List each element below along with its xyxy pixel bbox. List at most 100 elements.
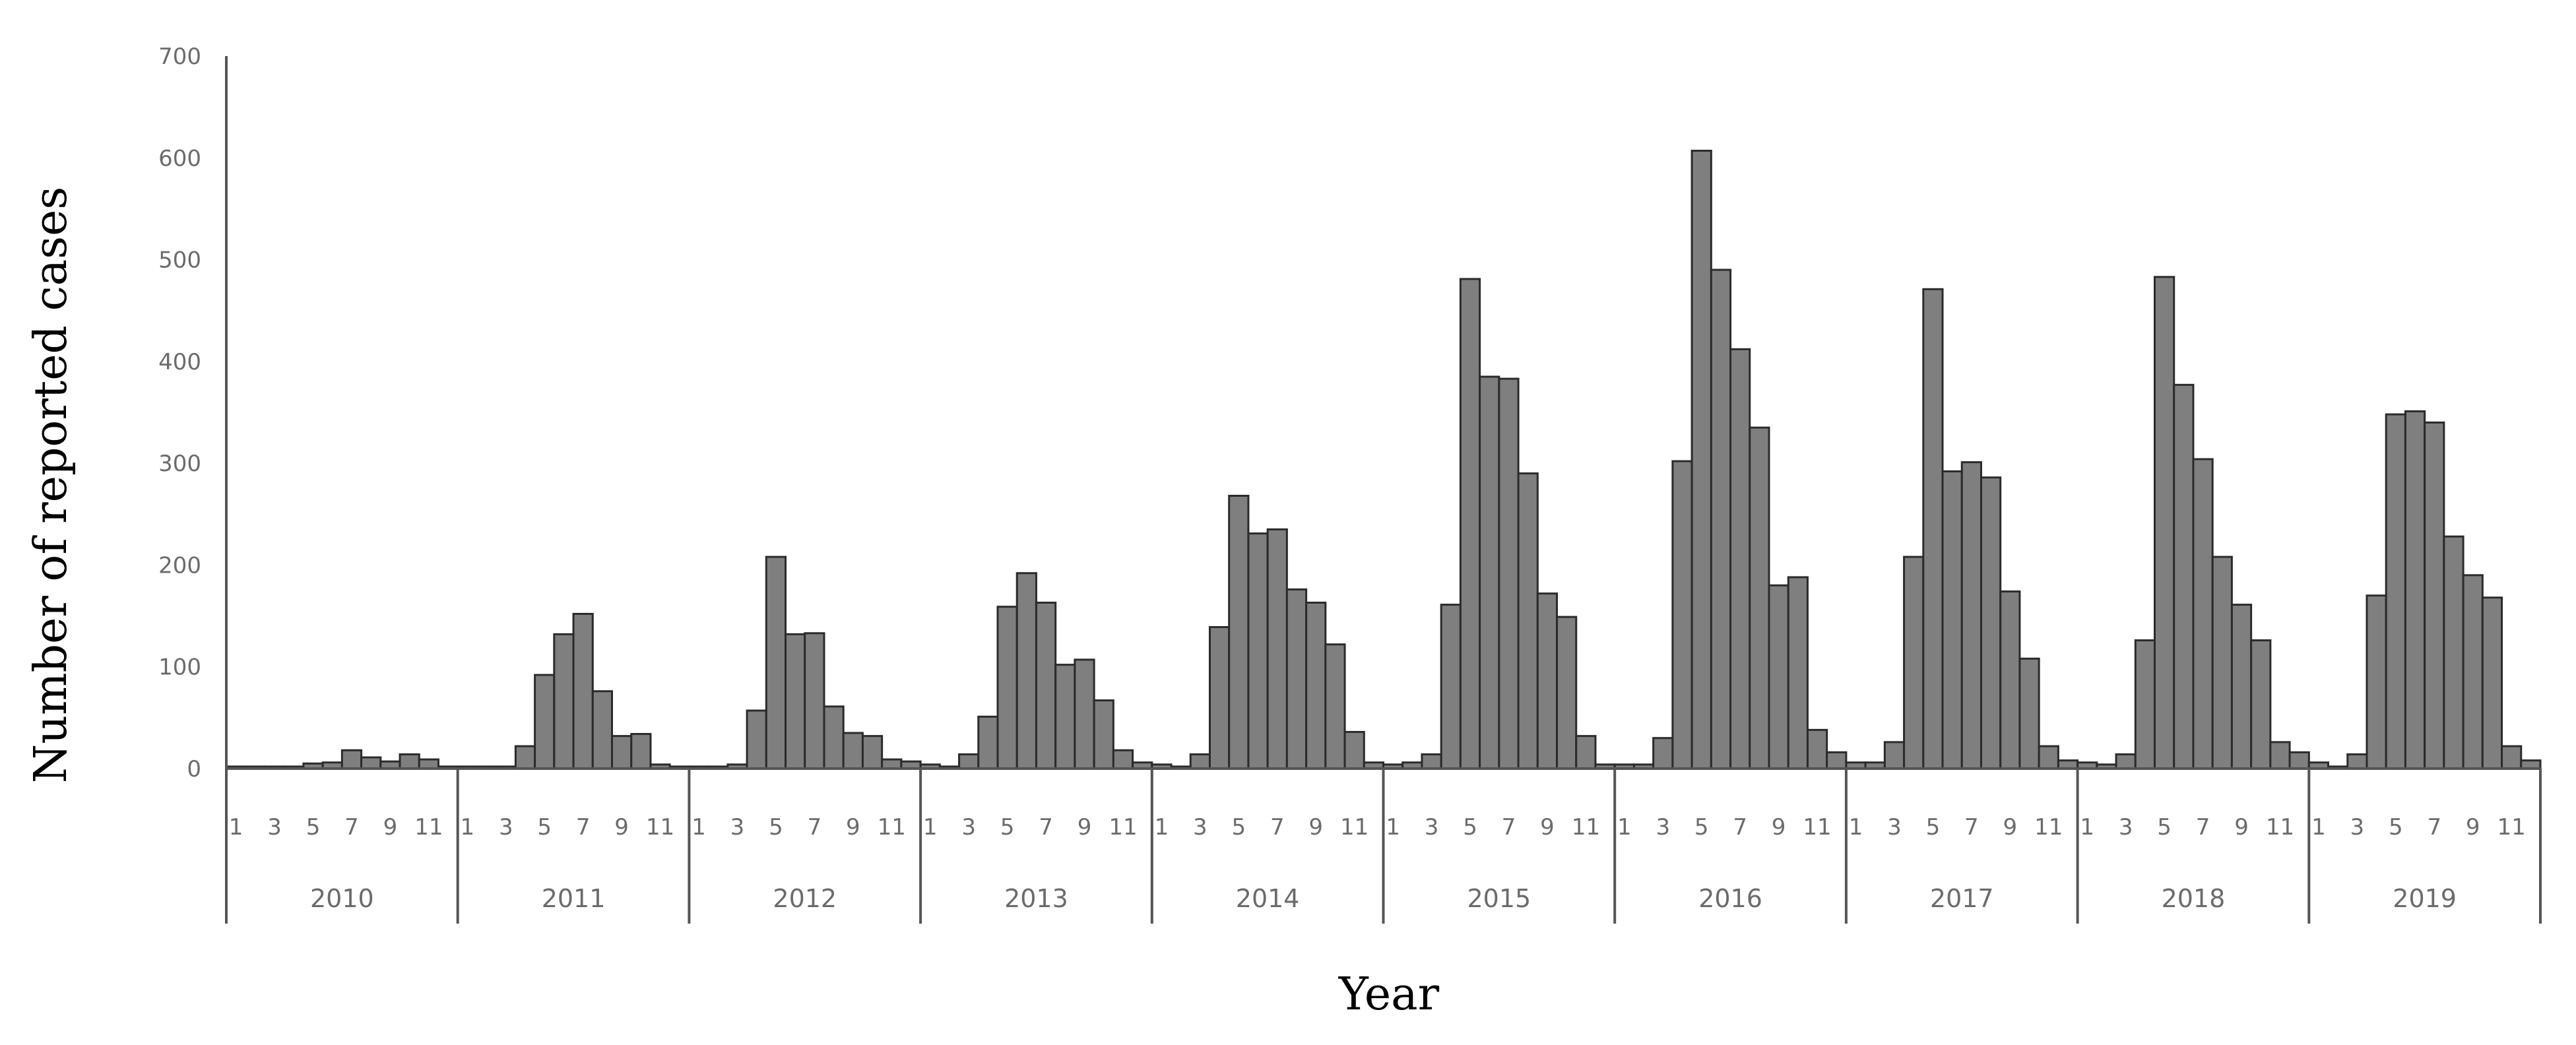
bar-2016-12 bbox=[1826, 751, 1848, 770]
month-tick-label: 9 bbox=[2234, 814, 2249, 840]
bar-2014-8 bbox=[1285, 588, 1308, 770]
bar-2018-5 bbox=[2154, 276, 2175, 770]
bar-2011-8 bbox=[591, 690, 614, 770]
month-tick-label: 3 bbox=[267, 814, 282, 840]
month-tick-label: 7 bbox=[2196, 814, 2210, 840]
bar-2017-4 bbox=[1903, 555, 1925, 770]
bar-2019-4 bbox=[2366, 594, 2387, 770]
bar-2015-10 bbox=[1556, 616, 1578, 770]
month-tick-label: 3 bbox=[2350, 814, 2365, 840]
month-tick-label: 11 bbox=[2266, 814, 2294, 840]
month-tick-label: 1 bbox=[692, 814, 706, 840]
bar-2014-6 bbox=[1247, 532, 1269, 770]
bar-2013-11 bbox=[1112, 749, 1134, 770]
month-tick-label: 5 bbox=[1926, 814, 1941, 840]
bar-2018-4 bbox=[2134, 639, 2156, 770]
bar-2015-5 bbox=[1459, 278, 1481, 770]
month-tick-label: 1 bbox=[1849, 814, 1863, 840]
bar-2013-4 bbox=[977, 715, 999, 770]
bar-2018-10 bbox=[2250, 639, 2272, 770]
month-tick-label: 5 bbox=[1231, 814, 1246, 840]
month-tick-label: 7 bbox=[1502, 814, 1516, 840]
bar-2019-11 bbox=[2501, 745, 2523, 770]
bar-2011-10 bbox=[630, 733, 652, 770]
bar-2010-7 bbox=[340, 749, 363, 770]
year-tick-label: 2015 bbox=[1467, 884, 1531, 913]
bar-2015-6 bbox=[1479, 375, 1500, 770]
bar-2013-5 bbox=[996, 606, 1018, 770]
bar-2012-6 bbox=[785, 633, 806, 770]
bar-2014-11 bbox=[1343, 730, 1365, 770]
bar-2011-5 bbox=[534, 674, 556, 770]
bar-2017-5 bbox=[1922, 288, 1944, 770]
month-tick-label: 9 bbox=[383, 814, 398, 840]
month-tick-label: 1 bbox=[923, 814, 938, 840]
month-tick-label: 7 bbox=[1733, 814, 1747, 840]
month-tick-label: 7 bbox=[1964, 814, 1979, 840]
bar-2011-4 bbox=[514, 745, 536, 770]
bar-2019-6 bbox=[2404, 410, 2426, 770]
y-tick-label: 600 bbox=[158, 145, 201, 172]
y-tick-label: 700 bbox=[158, 44, 201, 70]
month-tick-label: 5 bbox=[306, 814, 321, 840]
month-tick-label: 1 bbox=[460, 814, 474, 840]
bar-2017-3 bbox=[1883, 741, 1906, 770]
bar-2014-7 bbox=[1266, 528, 1288, 770]
month-tick-label: 9 bbox=[1308, 814, 1323, 840]
year-tick-label: 2012 bbox=[773, 884, 837, 913]
month-tick-label: 7 bbox=[1039, 814, 1053, 840]
month-tick-label: 5 bbox=[769, 814, 783, 840]
month-tick-label: 9 bbox=[1540, 814, 1555, 840]
month-tick-label: 11 bbox=[878, 814, 906, 840]
bar-2018-3 bbox=[2115, 753, 2137, 770]
month-tick-label: 9 bbox=[2466, 814, 2480, 840]
bar-2017-9 bbox=[1999, 590, 2021, 770]
bar-2012-4 bbox=[746, 709, 767, 770]
bar-2016-7 bbox=[1729, 348, 1751, 770]
bar-2018-11 bbox=[2269, 741, 2291, 770]
bar-2019-5 bbox=[2385, 413, 2406, 770]
bar-2016-4 bbox=[1671, 460, 1693, 770]
bar-2012-5 bbox=[765, 555, 787, 770]
bar-2012-7 bbox=[804, 632, 825, 770]
bar-2014-3 bbox=[1189, 753, 1211, 770]
month-tick-label: 1 bbox=[1155, 814, 1169, 840]
bar-2016-10 bbox=[1787, 576, 1809, 770]
month-tick-label: 11 bbox=[2034, 814, 2063, 840]
bar-2018-9 bbox=[2230, 604, 2253, 770]
bar-2017-11 bbox=[2038, 745, 2059, 770]
y-tick-label: 400 bbox=[158, 349, 201, 375]
bar-2015-8 bbox=[1517, 472, 1539, 770]
bar-2014-10 bbox=[1324, 643, 1346, 770]
bar-2013-9 bbox=[1074, 658, 1095, 770]
x-axis-title: Year bbox=[1338, 968, 1440, 1021]
bar-2017-8 bbox=[1980, 476, 2002, 770]
bar-2016-11 bbox=[1806, 728, 1828, 770]
bar-2013-6 bbox=[1015, 572, 1037, 770]
year-tick-label: 2016 bbox=[1698, 884, 1762, 913]
month-tick-label: 3 bbox=[961, 814, 976, 840]
month-tick-label: 5 bbox=[1694, 814, 1709, 840]
bar-2019-9 bbox=[2462, 574, 2484, 770]
y-tick-label: 0 bbox=[187, 756, 201, 782]
month-tick-label: 9 bbox=[846, 814, 860, 840]
bar-2010-8 bbox=[360, 756, 382, 770]
month-tick-label: 9 bbox=[2003, 814, 2017, 840]
bar-2013-7 bbox=[1035, 602, 1057, 770]
bar-2018-8 bbox=[2211, 555, 2233, 770]
month-tick-label: 5 bbox=[1000, 814, 1015, 840]
bar-2017-10 bbox=[2018, 657, 2040, 770]
month-tick-label: 5 bbox=[537, 814, 552, 840]
bar-2012-11 bbox=[881, 758, 903, 770]
month-tick-label: 7 bbox=[1270, 814, 1285, 840]
month-tick-label: 7 bbox=[808, 814, 822, 840]
bar-2016-6 bbox=[1710, 269, 1732, 770]
month-tick-label: 3 bbox=[1425, 814, 1439, 840]
month-tick-label: 1 bbox=[1386, 814, 1400, 840]
bar-2016-5 bbox=[1690, 149, 1712, 770]
month-tick-label: 7 bbox=[576, 814, 591, 840]
y-tick-label: 500 bbox=[158, 247, 201, 274]
bar-2014-4 bbox=[1208, 626, 1231, 770]
month-tick-label: 5 bbox=[2157, 814, 2172, 840]
